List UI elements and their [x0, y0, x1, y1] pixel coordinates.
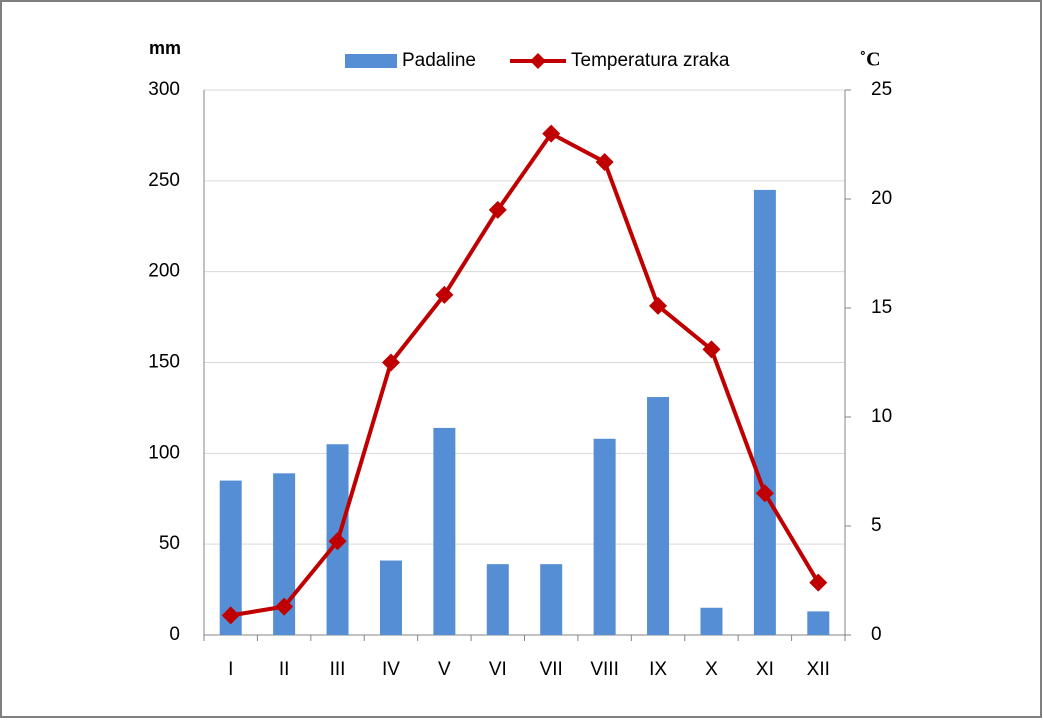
- x-tick-label: VIII: [590, 659, 619, 680]
- y2-tick-label: 10: [871, 406, 892, 427]
- marker: [221, 606, 240, 625]
- bar: [379, 560, 402, 635]
- line: [230, 131, 821, 618]
- legend-label: Padaline: [402, 50, 476, 71]
- y2-tick-label: 0: [871, 624, 882, 645]
- marker: [542, 124, 561, 143]
- y2-tick-label: 5: [871, 515, 882, 536]
- y2-tick-label: 25: [871, 79, 892, 100]
- marker: [381, 353, 400, 372]
- x-tick-label: I: [228, 659, 233, 680]
- bar: [647, 397, 670, 635]
- marker: [435, 285, 454, 304]
- legend-swatch: [345, 54, 397, 68]
- bar: [700, 607, 723, 635]
- bar: [807, 611, 830, 635]
- bar: [433, 427, 456, 635]
- legend-swatch: [530, 53, 546, 69]
- bar: [593, 438, 616, 635]
- y-tick-label: 300: [148, 79, 180, 100]
- x-tick-label: XI: [756, 659, 774, 680]
- bar: [486, 564, 509, 635]
- y-tick-label: 0: [169, 624, 180, 645]
- x-tick-label: VI: [489, 659, 507, 680]
- y-tick-label: 250: [148, 170, 180, 191]
- marker: [809, 573, 828, 592]
- marker: [488, 200, 507, 219]
- x-tick-label: IV: [382, 659, 400, 680]
- marker: [275, 597, 294, 616]
- x-tick-label: X: [705, 659, 718, 680]
- legend-label: Temperatura zraka: [571, 50, 730, 71]
- y2-tick-label: 20: [871, 188, 892, 209]
- bar: [753, 189, 776, 635]
- marker: [328, 532, 347, 551]
- marker: [755, 484, 774, 503]
- x-tick-label: II: [279, 659, 290, 680]
- y-axis-label: mm: [149, 38, 181, 58]
- bar: [219, 480, 242, 635]
- marker: [649, 296, 668, 315]
- y-tick-label: 200: [148, 261, 180, 282]
- x-tick-label: V: [438, 659, 451, 680]
- x-tick-label: IX: [649, 659, 667, 680]
- y-tick-label: 50: [159, 533, 180, 554]
- y-tick-label: 150: [148, 352, 180, 373]
- x-tick-label: XII: [807, 659, 830, 680]
- x-tick-label: III: [330, 659, 346, 680]
- bar: [540, 564, 563, 635]
- y-tick-label: 100: [148, 442, 180, 463]
- marker: [595, 152, 614, 171]
- marker: [702, 340, 721, 359]
- x-tick-label: VII: [540, 659, 563, 680]
- y2-axis-label: ˚C: [859, 49, 880, 71]
- y2-tick-label: 15: [871, 297, 892, 318]
- bar: [273, 473, 296, 635]
